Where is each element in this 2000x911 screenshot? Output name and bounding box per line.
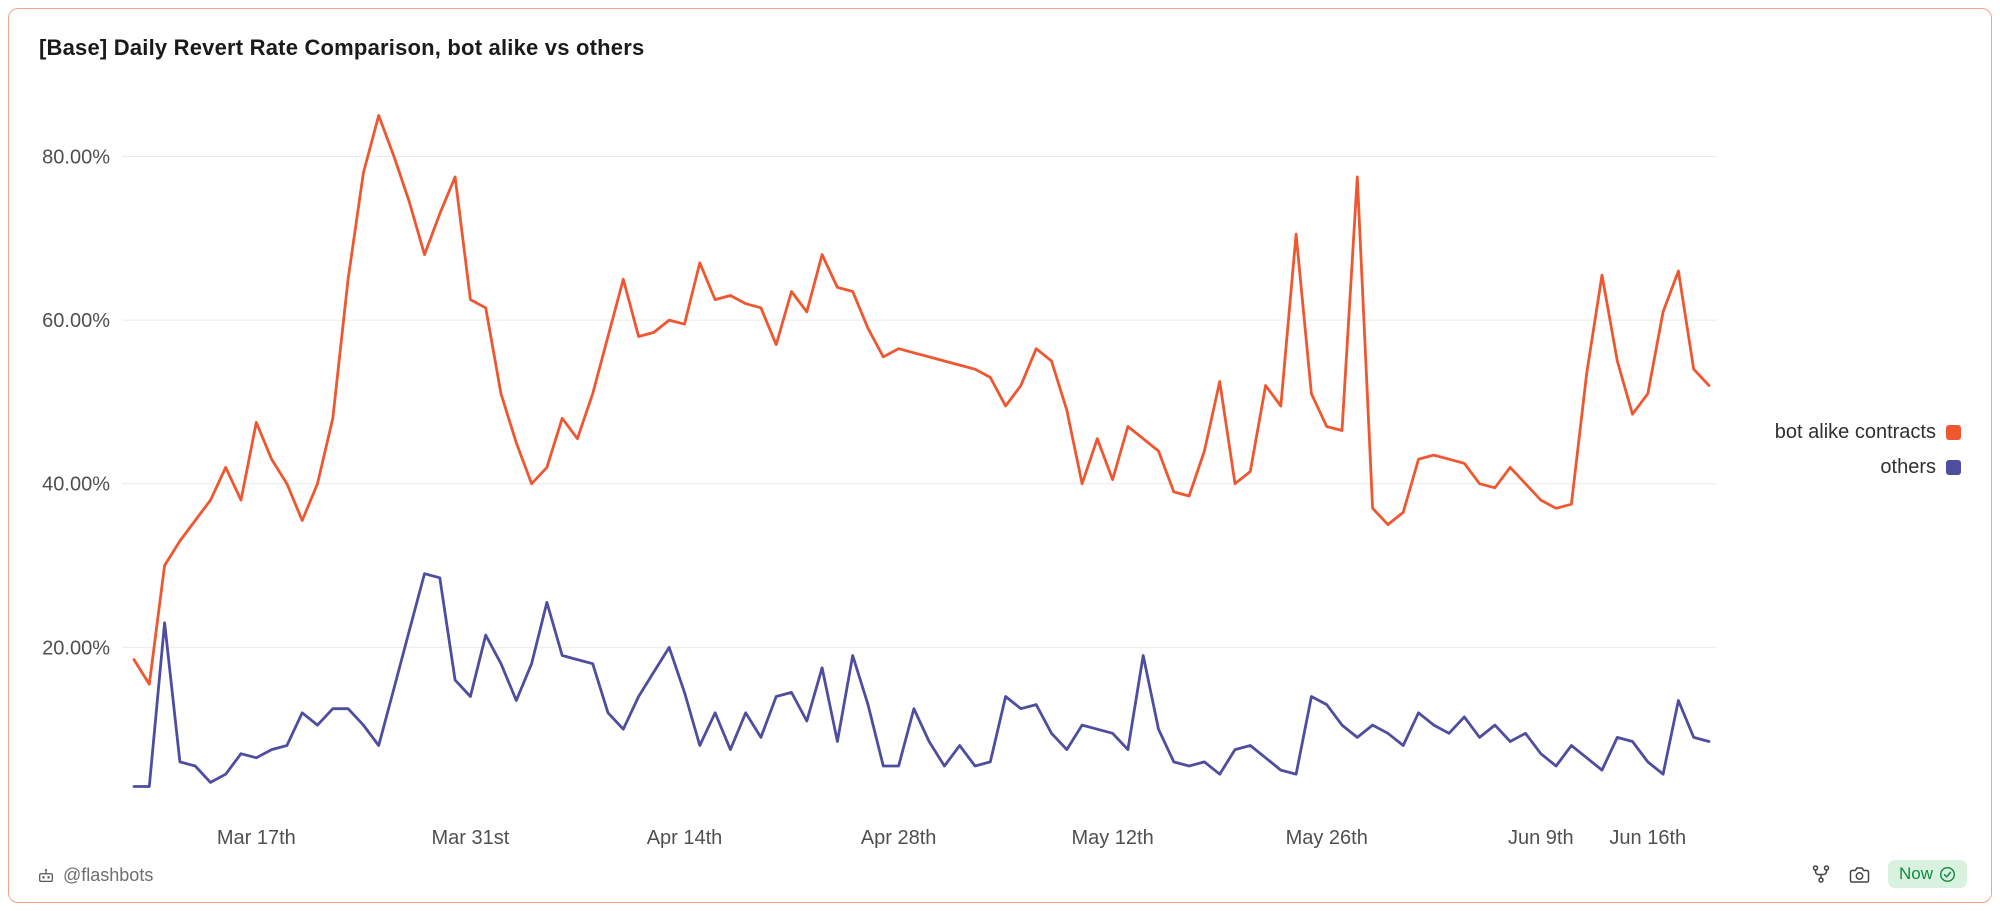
y-axis-tick-label: 60.00%	[42, 310, 110, 332]
x-axis-tick-label: Apr 14th	[647, 827, 723, 849]
x-axis-tick-label: Mar 17th	[217, 827, 296, 849]
x-axis-tick-label: May 12th	[1071, 827, 1153, 849]
x-axis-tick-label: Mar 31st	[431, 827, 509, 849]
series-line-bot-alike-contracts	[132, 114, 1711, 686]
legend-item-label: bot alike contracts	[1774, 421, 1936, 443]
y-axis-tick-label: 80.00%	[42, 147, 110, 169]
series-line-others	[132, 572, 1711, 788]
fork-button[interactable]	[1811, 864, 1831, 884]
check-circle-icon	[1939, 866, 1956, 882]
x-axis-tick-label: May 26th	[1286, 827, 1368, 849]
x-axis-tick-label: Jun 9th	[1508, 827, 1574, 849]
author-link[interactable]: @flashbots	[37, 865, 153, 886]
author-handle: @flashbots	[63, 865, 154, 885]
legend-item-bot-alike-contracts[interactable]: bot alike contracts	[1775, 421, 1961, 444]
legend-item-others[interactable]: others	[1880, 456, 1961, 479]
chart-title: [Base] Daily Revert Rate Comparison, bot…	[39, 35, 645, 60]
x-axis-tick-label: Jun 16th	[1609, 827, 1686, 849]
screenshot-button[interactable]	[1849, 865, 1870, 884]
legend-item-label: others	[1880, 456, 1936, 478]
legend-marker-bot-alike-contracts	[1946, 425, 1961, 440]
chart-actions: Now	[1811, 860, 1967, 888]
flashbots-robot-icon	[39, 868, 53, 882]
refresh-status-label: Now	[1898, 864, 1933, 883]
y-axis-tick-label: 40.00%	[42, 474, 110, 496]
chart-legend: bot alike contracts others	[1775, 421, 1961, 479]
chart-card: [Base] Daily Revert Rate Comparison, bot…	[8, 8, 1992, 903]
refresh-status-badge[interactable]: Now	[1887, 860, 1967, 888]
legend-marker-others	[1946, 460, 1961, 475]
chart-canvas[interactable]: 20.00% 40.00% 60.00% 80.00% Mar 17th Mar 31st…	[29, 81, 1729, 856]
fork-icon	[1812, 865, 1830, 883]
y-axis-tick-label: 20.00%	[42, 637, 110, 659]
camera-icon	[1849, 866, 1870, 883]
x-axis-tick-label: Apr 28th	[861, 827, 937, 849]
